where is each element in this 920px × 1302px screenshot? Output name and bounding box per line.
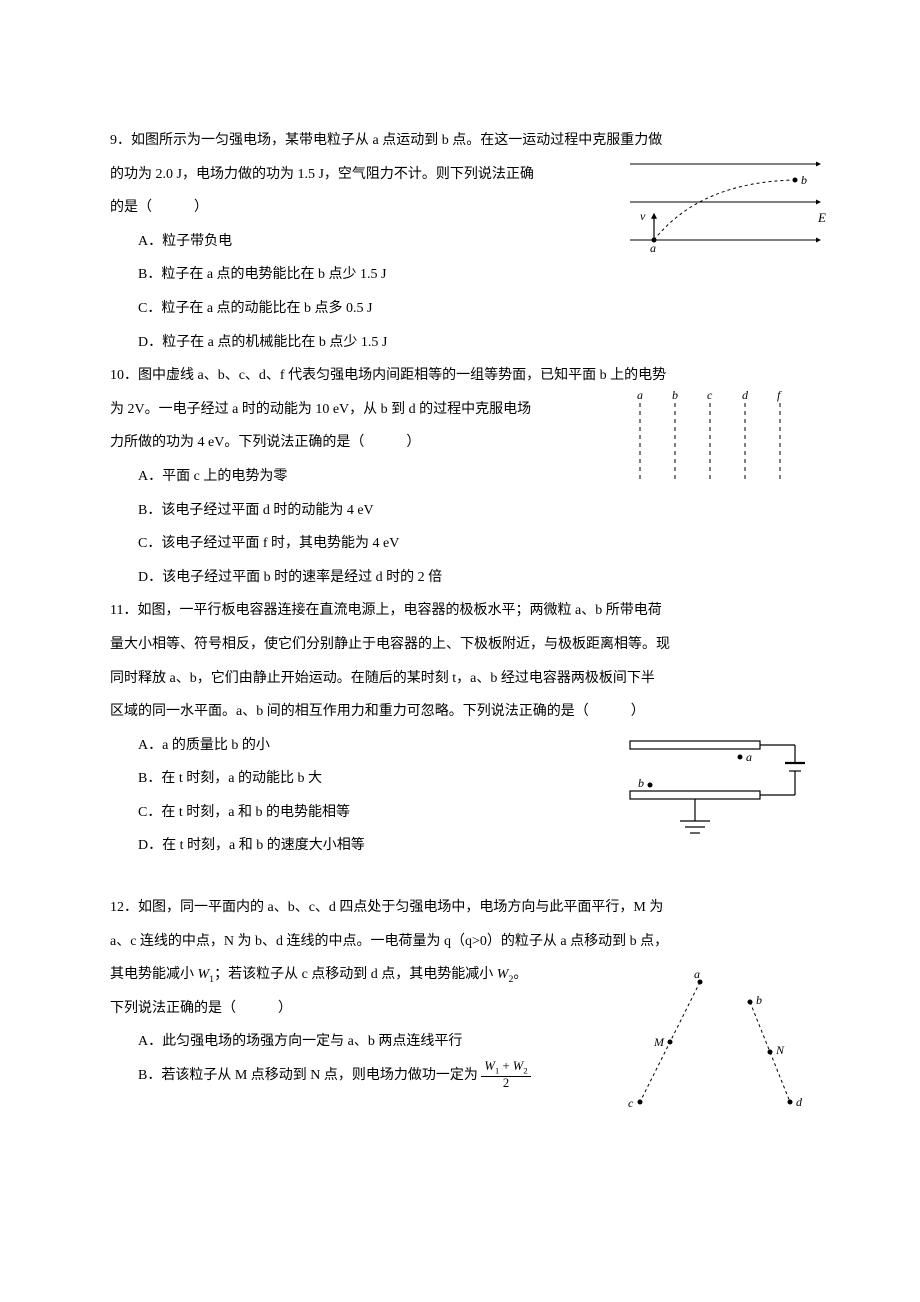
q12-fig-label-c: c — [628, 1096, 634, 1110]
q10-stem-line3: 力所做的功为 4 eV。下列说法正确的是（ ） — [110, 426, 614, 460]
q12-stem3-part-c: 。 — [513, 967, 527, 982]
q11-stem-line2: 量大小相等、符号相反，使它们分别静止于电容器的上、下极板附近，与极板距离相等。现 — [110, 628, 810, 662]
q12-lower-block: 下列说法正确的是（ ） a c M b d N A．此匀强电场的场强方向一定与 … — [110, 992, 810, 1093]
frac-W1: W — [484, 1059, 495, 1073]
q12-fig-label-b: b — [756, 993, 762, 1007]
q9-stem-line2: 的功为 2.0 J，电场力做的功为 1.5 J，空气阻力不计。则下列说法正确 — [110, 158, 614, 192]
q12-option-B: B．若该粒子从 M 点移动到 N 点，则电场力做功一定为 W1 + W22 — [110, 1059, 810, 1093]
q12-stem3-part-a: 其电势能减小 — [110, 967, 198, 982]
q12-W1: W — [198, 967, 210, 982]
q9-fig-label-b: b — [801, 173, 807, 187]
q11-option-D: D．在 t 时刻，a 和 b 的速度大小相等 — [110, 829, 810, 863]
q9-fig-label-E: E — [817, 210, 826, 225]
q10-fig-label-f: f — [777, 388, 782, 402]
frac-plus: + — [499, 1059, 512, 1073]
q11-option-A: A．a 的质量比 b 的小 — [110, 729, 810, 763]
q11-stem-line4: 区域的同一水平面。a、b 间的相互作用力和重力可忽略。下列说法正确的是（ ） — [110, 695, 810, 729]
q10-fig-label-d: d — [742, 388, 749, 402]
q12-option-A: A．此匀强电场的场强方向一定与 a、b 两点连线平行 — [110, 1025, 810, 1059]
q9-fig-label-v: v — [640, 209, 646, 223]
q10-option-D: D．该电子经过平面 b 时的速率是经过 d 时的 2 倍 — [110, 561, 810, 595]
q12-stem3-part-b: ；若该粒子从 c 点移动到 d 点，其电势能减小 — [214, 967, 497, 982]
q12-B-fraction: W1 + W22 — [481, 1060, 530, 1091]
q9-option-C: C．粒子在 a 点的动能比在 b 点多 0.5 J — [110, 292, 810, 326]
q10-fig-label-b: b — [672, 388, 678, 402]
q12-W2: W — [497, 967, 509, 982]
q10-fig-label-a: a — [637, 388, 643, 402]
q10-fig-label-c: c — [707, 388, 713, 402]
q10-stem-line2: 为 2V。一电子经过 a 时的动能为 10 eV，从 b 到 d 的过程中克服电… — [110, 393, 614, 427]
physics-exam-page: 9．如图所示为一匀强电场，某带电粒子从 a 点运动到 b 点。在这一运动过程中克… — [0, 0, 920, 1302]
q10-block: 10．图中虚线 a、b、c、d、f 代表匀强电场内间距相等的一组等势面，已知平面… — [110, 359, 810, 493]
q10-option-B: B．该电子经过平面 d 时的动能为 4 eV — [110, 494, 810, 528]
q9-block: 的功为 2.0 J，电场力做的功为 1.5 J，空气阻力不计。则下列说法正确 的… — [110, 158, 810, 225]
frac-den: 2 — [481, 1077, 530, 1091]
q12-B-text: B．若该粒子从 M 点移动到 N 点，则电场力做功一定为 — [138, 1068, 481, 1083]
q11-option-B: B．在 t 时刻，a 的动能比 b 大 — [110, 762, 810, 796]
q9-option-D: D．粒子在 a 点的机械能比在 b 点少 1.5 J — [110, 326, 810, 360]
q12-stem-line2: a、c 连线的中点，N 为 b、d 连线的中点。一电荷量为 q（q>0）的粒子从… — [110, 925, 810, 959]
q11-stem-line1: 11．如图，一平行板电容器连接在直流电源上，电容器的极板水平；两微粒 a、b 所… — [110, 594, 810, 628]
q11-options-block: a b A．a 的质量比 b 的小 B．在 t 时刻，a 的动能比 b 大 C．… — [110, 729, 810, 863]
q9-option-B: B．粒子在 a 点的电势能比在 b 点少 1.5 J — [110, 258, 810, 292]
q10-option-A: A．平面 c 上的电势为零 — [110, 460, 810, 494]
q11-option-C: C．在 t 时刻，a 和 b 的电势能相等 — [110, 796, 810, 830]
spacer — [110, 863, 810, 891]
frac-W2: W — [513, 1059, 524, 1073]
q10-option-C: C．该电子经过平面 f 时，其电势能为 4 eV — [110, 527, 810, 561]
q12-stem-line1: 12．如图，同一平面内的 a、b、c、d 四点处于匀强电场中，电场方向与此平面平… — [110, 891, 810, 925]
q12-fig-label-a: a — [694, 972, 700, 981]
frac-W2-sub: 2 — [523, 1066, 527, 1076]
q9-option-A: A．粒子带负电 — [110, 225, 810, 259]
q11-stem-line3: 同时释放 a、b，它们由静止开始运动。在随后的某时刻 t，a、b 经过电容器两极… — [110, 662, 810, 696]
q12-fig-label-d: d — [796, 1095, 803, 1109]
